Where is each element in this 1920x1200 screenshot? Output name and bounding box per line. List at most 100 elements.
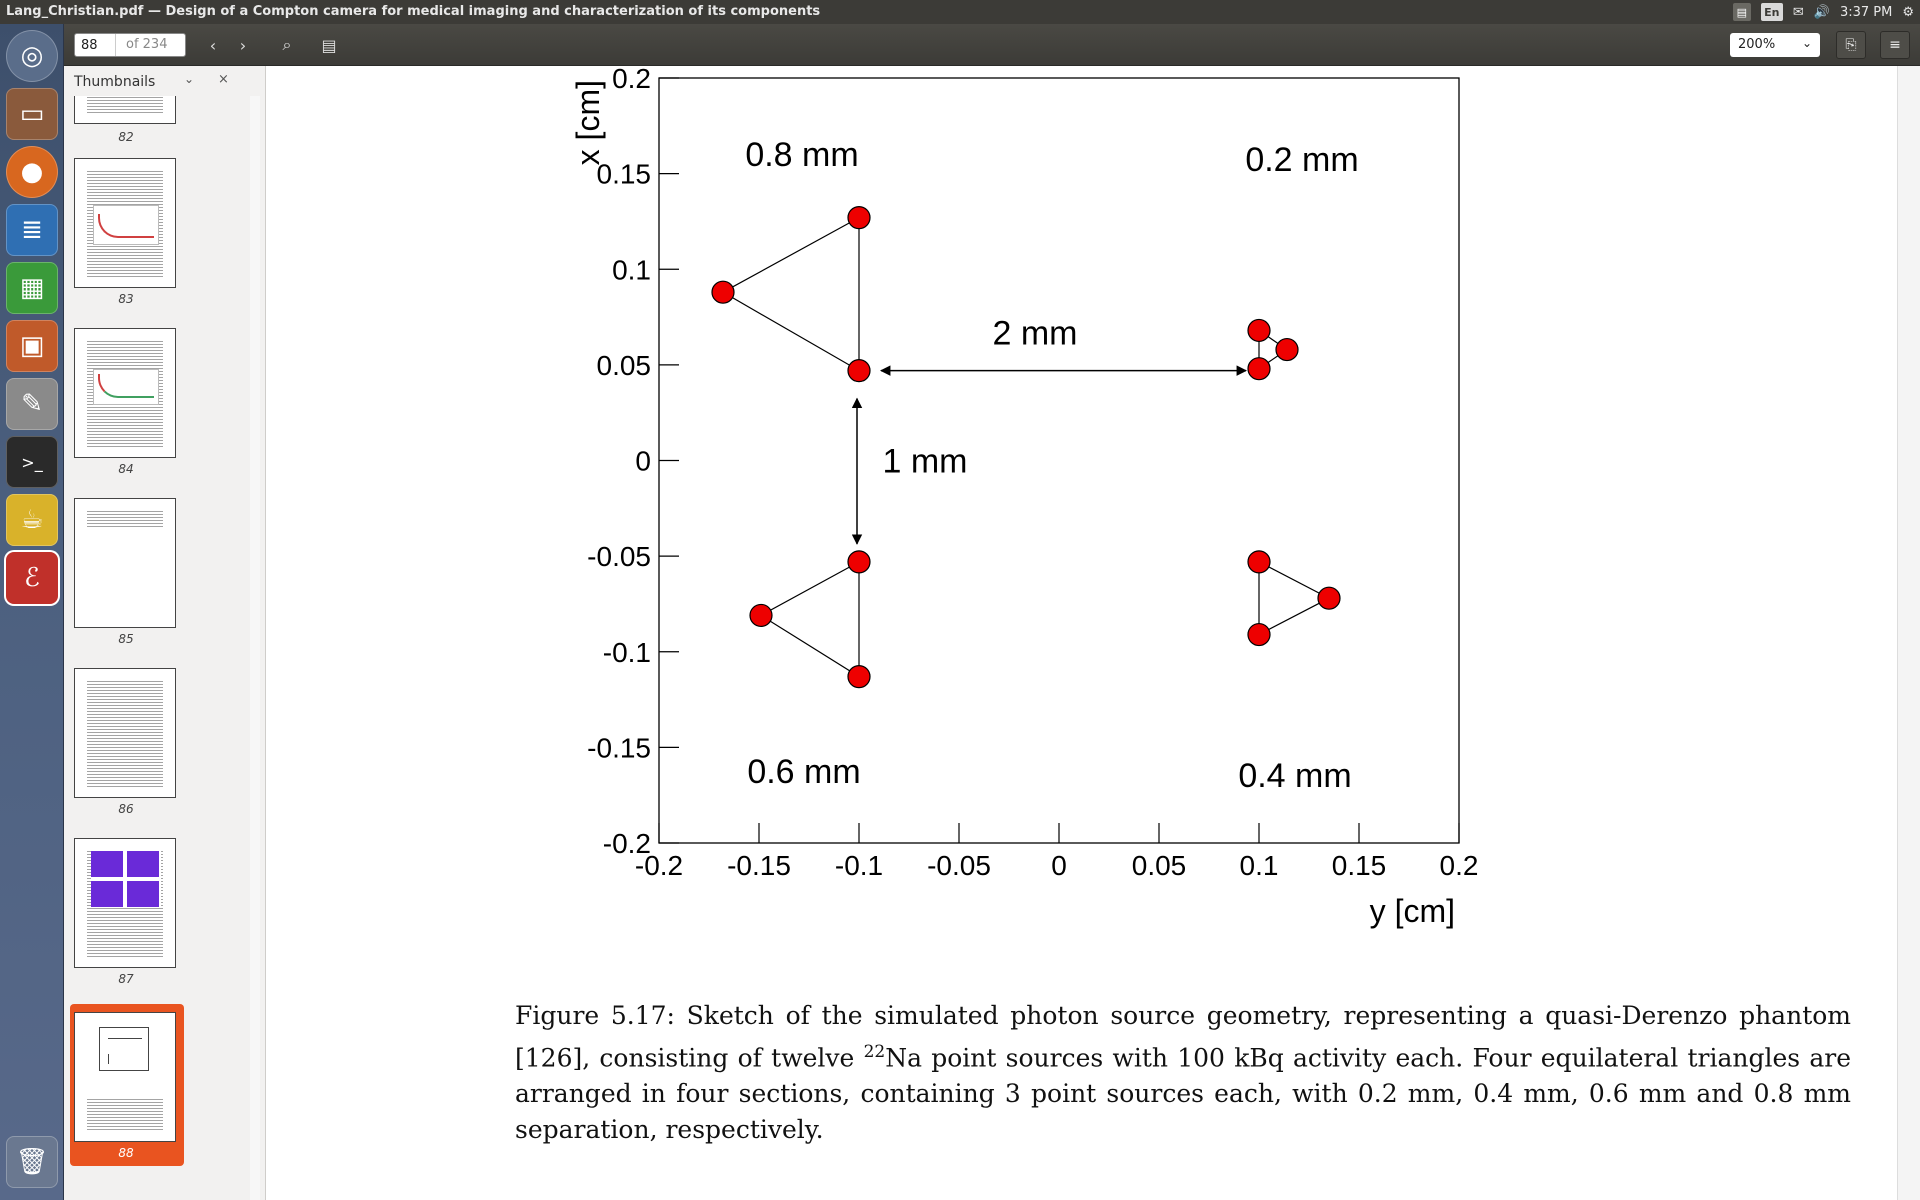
y-tick-label: 0 (635, 446, 651, 477)
teapot-icon[interactable]: ☕ (6, 494, 58, 546)
thumbnail-image[interactable] (74, 668, 176, 798)
thumbnail-image[interactable] (74, 838, 176, 968)
x-tick-label: -0.05 (927, 850, 991, 881)
plot-frame (658, 77, 1460, 844)
previous-page-button[interactable]: ‹ (200, 33, 226, 57)
chevron-left-icon: ‹ (209, 35, 217, 55)
document-view[interactable]: -0.2 -0.15 -0.1 -0.05 0 0.05 0.1 0.15 0.2 0.2 0.15… (267, 66, 1920, 1200)
y-tick-label: 0.15 (597, 159, 652, 190)
search-icon: ⌕ (282, 35, 292, 54)
dropbox-icon[interactable]: ▤ (1732, 3, 1751, 21)
close-icon[interactable]: × (218, 72, 229, 87)
chevron-right-icon: › (239, 35, 247, 55)
source-point (1247, 357, 1271, 381)
source-point (847, 550, 871, 574)
firefox-icon[interactable]: ● (6, 146, 58, 198)
sidebar-scrollbar[interactable] (250, 96, 260, 1200)
clock[interactable]: 3:37 PM (1839, 4, 1893, 20)
gear-icon[interactable]: ⚙ (1902, 4, 1914, 20)
y-tick-label: 0.2 (612, 66, 651, 94)
menu-icon: ≡ (1889, 37, 1901, 53)
source-point (1317, 586, 1341, 610)
sidebar-header: Thumbnails ⌄ × (64, 66, 266, 96)
volume-icon[interactable]: 🔊 (1813, 4, 1830, 20)
menu-button[interactable]: ≡ (1880, 31, 1910, 59)
source-point (711, 280, 735, 304)
triangle-outline (759, 560, 860, 678)
page-number-field[interactable]: 88 of 234 (74, 33, 186, 57)
source-point (1275, 337, 1299, 362)
x-axis-label: y [cm] (1370, 893, 1455, 929)
x-tick-label: 0.05 (1132, 850, 1187, 881)
next-page-button[interactable]: › (230, 33, 256, 57)
zoom-value: 200% (1738, 37, 1776, 52)
x-tick-label: -0.15 (727, 850, 791, 881)
x-tick-label: -0.1 (835, 850, 883, 881)
window-title: Lang_Christian.pdf — Design of a Compton… (6, 4, 821, 19)
source-point (1247, 550, 1271, 574)
thumbnail-image[interactable] (74, 328, 176, 458)
mail-icon[interactable]: ✉ (1792, 4, 1804, 20)
document-icon: ▤ (321, 35, 337, 55)
source-point (847, 359, 871, 383)
page-current[interactable]: 88 (81, 38, 98, 53)
launcher: ◎ ▭ ● ≣ ▦ ▣ ✎ >_ ☕ ℰ 🗑 (0, 24, 64, 1200)
x-tick-label: 0.2 (1440, 850, 1479, 881)
figure-caption: Figure 5.17: Sketch of the simulated pho… (515, 998, 1851, 1148)
document-scrollbar[interactable] (1897, 66, 1920, 1200)
thumbnail-image[interactable] (74, 158, 176, 288)
terminal-icon[interactable]: >_ (6, 436, 58, 488)
ubuntu-dash-icon[interactable]: ◎ (6, 30, 58, 82)
thumbnail-page-number: 86 (118, 802, 134, 816)
y-axis-label: x [cm] (570, 80, 606, 165)
bookmark-button[interactable]: ⎘ (1836, 31, 1866, 59)
separation-label: 0.8 mm (745, 136, 858, 174)
y-tick-label: -0.15 (587, 732, 651, 763)
thumbnail-page-number: 82 (118, 130, 134, 144)
y-tick-label: 0.05 (597, 350, 652, 381)
thumbnail-image[interactable] (74, 498, 176, 628)
caption-superscript: 22 (863, 1042, 886, 1062)
arrow-label: 2 mm (993, 315, 1078, 353)
arrow-label: 1 mm (883, 443, 968, 481)
source-point (847, 206, 871, 230)
thumbnail-list[interactable]: 82 83 84 85 86 (64, 96, 240, 1200)
source-point (1247, 622, 1271, 647)
settings-icon[interactable]: ✎ (6, 378, 58, 430)
chevron-down-icon[interactable]: ⌄ (184, 72, 195, 86)
caption-lead: Figure 5.17: Sketch of the simulated pho… (515, 1001, 1851, 1073)
page-total: of 234 (115, 34, 185, 56)
thumbnail-page-number: 83 (118, 292, 134, 306)
x-tick-label: 0.1 (1240, 850, 1279, 881)
thumbnail-image[interactable] (74, 1012, 176, 1142)
zoom-select[interactable]: 200% ⌄ (1730, 33, 1820, 57)
triangle-outline (1258, 560, 1331, 636)
thumbnail-page-number: 88 (118, 1146, 134, 1160)
thumbnail-sidebar: Thumbnails ⌄ × 82 83 84 85 (64, 66, 266, 1200)
y-tick-label: -0.1 (603, 637, 651, 668)
sidebar-mode-label[interactable]: Thumbnails (74, 74, 156, 90)
calc-icon[interactable]: ▦ (6, 262, 58, 314)
source-point (847, 665, 871, 689)
annotations-button[interactable]: ▤ (316, 33, 342, 57)
thumbnail-page-number: 84 (118, 462, 134, 476)
separation-label: 0.6 mm (747, 753, 860, 791)
keyboard-layout-indicator[interactable]: En (1760, 3, 1783, 21)
system-indicators: ▤ En ✉ 🔊 3:37 PM ⚙ (1732, 3, 1914, 21)
trash-icon[interactable]: 🗑 (6, 1136, 58, 1188)
title-bar: Lang_Christian.pdf — Design of a Compton… (0, 0, 1920, 24)
thumbnail-image[interactable] (74, 96, 176, 124)
y-tick-label: 0.1 (612, 254, 651, 285)
pdf-reader-icon[interactable]: ℰ (6, 552, 58, 604)
y-tick-label: -0.05 (587, 541, 651, 572)
triangle-outline (721, 216, 860, 372)
files-icon[interactable]: ▭ (6, 88, 58, 140)
writer-icon[interactable]: ≣ (6, 204, 58, 256)
source-point (1247, 318, 1271, 343)
caption-rest: Na point sources with 100 kBq activity e… (515, 1043, 1852, 1145)
impress-icon[interactable]: ▣ (6, 320, 58, 372)
bookmark-icon: ⎘ (1845, 37, 1857, 53)
toolbar: 88 of 234 ‹ › ⌕ ▤ 200% ⌄ ⎘ ≡ (64, 24, 1920, 66)
search-button[interactable]: ⌕ (274, 33, 300, 57)
thumbnail-page-number: 85 (118, 632, 134, 646)
